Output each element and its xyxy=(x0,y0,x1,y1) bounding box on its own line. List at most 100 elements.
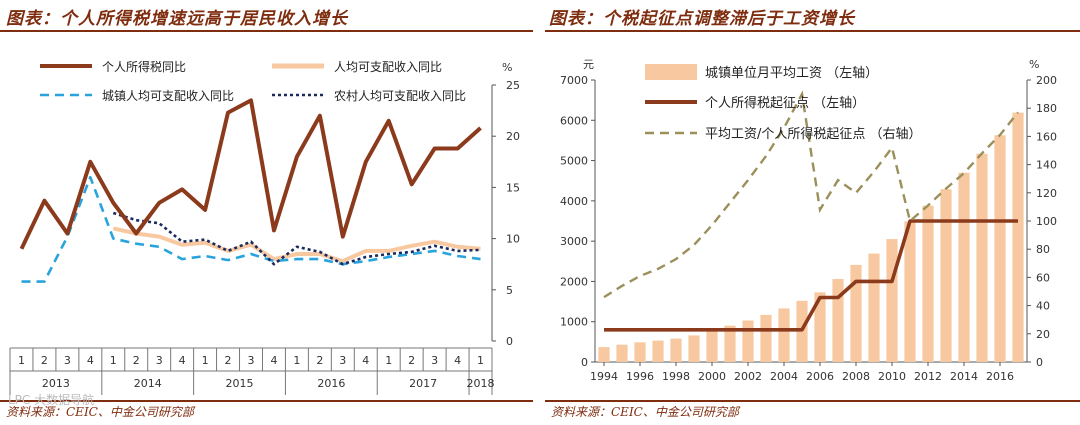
right-wage-bar xyxy=(778,308,790,362)
left-x-quarter-label: 4 xyxy=(179,354,186,367)
left-y-tick-label: 15 xyxy=(506,181,520,194)
left-x-quarter-label: 4 xyxy=(87,354,94,367)
left-x-year-label: 2013 xyxy=(42,377,70,390)
left-x-year-label: 2014 xyxy=(134,377,162,390)
right-threshold-line xyxy=(604,219,1018,332)
right-left-y-tick-label: 6000 xyxy=(560,114,588,127)
right-wage-bar xyxy=(670,338,682,362)
right-wage-bar xyxy=(688,335,700,362)
left-legend-label: 城镇人均可支配收入同比 xyxy=(102,89,234,103)
right-left-y-tick-label: 7000 xyxy=(560,74,588,87)
left-legend-label: 农村人均可支配收入同比 xyxy=(334,89,466,103)
right-right-y-tick-label: 20 xyxy=(1036,328,1050,341)
right-wage-bar xyxy=(652,340,664,362)
left-y-tick-label: 25 xyxy=(506,79,520,92)
right-right-y-tick-label: 160 xyxy=(1036,130,1057,143)
left-x-quarter-label: 1 xyxy=(385,354,392,367)
left-series-line-4 xyxy=(112,211,481,266)
left-source-note: 资料来源：CEIC、中金公司研究部 xyxy=(6,405,194,419)
left-chart: 0 5 10 15 20 25% 1 2 3 4 1 2 3 4 1 2 3 4 1 2 3 4 1 2 3 4 1 2013 2014… xyxy=(9,59,520,395)
right-x-tick-label: 1996 xyxy=(626,370,654,383)
right-wage-bar xyxy=(616,344,628,362)
left-x-year-label: 2018 xyxy=(467,377,495,390)
right-x-tick-label: 2016 xyxy=(986,370,1014,383)
right-chart: 0 1000 2000 3000 4000 5000 6000 7000 0 20 40 60 80 10… xyxy=(560,58,1057,383)
right-wage-bar xyxy=(706,330,718,362)
right-right-unit-label: % xyxy=(1029,58,1039,71)
right-wage-bar xyxy=(850,264,862,362)
right-wage-bar xyxy=(976,153,988,362)
right-x-tick-label: 2000 xyxy=(698,370,726,383)
right-x-tick-label: 2004 xyxy=(770,370,798,383)
right-footer-rule xyxy=(545,400,1080,402)
left-series-line-1 xyxy=(19,98,482,250)
left-x-year-label: 2015 xyxy=(226,377,254,390)
left-y-tick-label: 20 xyxy=(506,130,520,143)
right-legend-swatch xyxy=(645,64,697,80)
left-y-tick-label: 10 xyxy=(506,233,520,246)
right-left-unit-label: 元 xyxy=(583,58,594,71)
right-x-tick-label: 2006 xyxy=(806,370,834,383)
right-wage-bar xyxy=(994,135,1006,362)
left-x-quarter-label: 1 xyxy=(18,354,25,367)
right-source-note: 资料来源：CEIC、中金公司研究部 xyxy=(551,405,739,419)
left-x-quarter-label: 2 xyxy=(41,354,48,367)
right-wage-bar xyxy=(634,342,646,362)
right-right-y-tick-label: 200 xyxy=(1036,74,1057,87)
left-x-quarter-label: 1 xyxy=(293,354,300,367)
right-chart-title: 图表：个税起征点调整滞后于工资增长 xyxy=(549,9,855,29)
right-wage-bar xyxy=(940,189,952,362)
watermark: LPC 大数据导航 xyxy=(8,393,95,407)
right-left-y-tick-label: 2000 xyxy=(560,275,588,288)
right-wage-bar xyxy=(724,325,736,362)
left-x-quarter-label: 4 xyxy=(362,354,369,367)
right-wage-bar xyxy=(832,279,844,362)
left-x-quarter-label: 4 xyxy=(454,354,461,367)
right-left-y-tick-label: 4000 xyxy=(560,195,588,208)
right-right-y-tick-label: 140 xyxy=(1036,159,1057,172)
right-right-y-tick-label: 0 xyxy=(1036,356,1043,369)
right-wage-bar xyxy=(904,221,916,362)
right-left-y-tick-label: 5000 xyxy=(560,155,588,168)
right-ratio-line xyxy=(603,90,1019,299)
right-x-tick-label: 1994 xyxy=(590,370,618,383)
right-x-tick-label: 2014 xyxy=(950,370,978,383)
right-title-rule xyxy=(545,30,1080,32)
left-x-quarter-label: 2 xyxy=(133,354,140,367)
left-x-quarter-label: 1 xyxy=(110,354,117,367)
left-x-quarter-label: 4 xyxy=(270,354,277,367)
right-wage-bar xyxy=(760,314,772,362)
left-y-tick-label: 5 xyxy=(506,284,513,297)
left-x-quarter-label: 2 xyxy=(316,354,323,367)
left-x-year-label: 2017 xyxy=(409,377,437,390)
right-right-y-tick-label: 100 xyxy=(1036,215,1057,228)
left-footer-rule xyxy=(0,400,533,402)
right-legend-label: 个人所得税起征点 （左轴） xyxy=(705,95,865,111)
right-right-y-tick-label: 40 xyxy=(1036,300,1050,313)
left-chart-title: 图表：个人所得税增速远高于居民收入增长 xyxy=(6,9,348,29)
left-x-quarter-label: 3 xyxy=(64,354,71,367)
right-right-y-tick-label: 80 xyxy=(1036,243,1050,256)
right-wage-bar xyxy=(922,205,934,362)
right-wage-bar xyxy=(958,172,970,362)
right-x-tick-label: 2012 xyxy=(914,370,942,383)
right-wage-bar xyxy=(886,239,898,362)
right-legend-label: 城镇单位月平均工资 （左轴） xyxy=(705,66,878,81)
right-x-tick-label: 2008 xyxy=(842,370,870,383)
left-title-rule xyxy=(0,30,533,32)
right-right-y-tick-label: 60 xyxy=(1036,271,1050,284)
left-series-line-3 xyxy=(21,175,481,283)
right-wage-bar xyxy=(868,253,880,362)
right-x-tick-label: 2010 xyxy=(878,370,906,383)
left-x-quarter-label: 3 xyxy=(431,354,438,367)
right-x-tick-label: 2002 xyxy=(734,370,762,383)
left-x-quarter-label: 1 xyxy=(202,354,209,367)
left-x-quarter-label: 1 xyxy=(477,354,484,367)
left-x-quarter-label: 3 xyxy=(248,354,255,367)
right-right-y-tick-label: 180 xyxy=(1036,102,1057,115)
right-wage-bar xyxy=(1012,112,1024,362)
right-wage-bar xyxy=(598,347,610,362)
right-right-y-tick-label: 120 xyxy=(1036,187,1057,200)
left-series-line-2 xyxy=(112,226,481,264)
left-y-tick-label: 0 xyxy=(506,335,513,348)
